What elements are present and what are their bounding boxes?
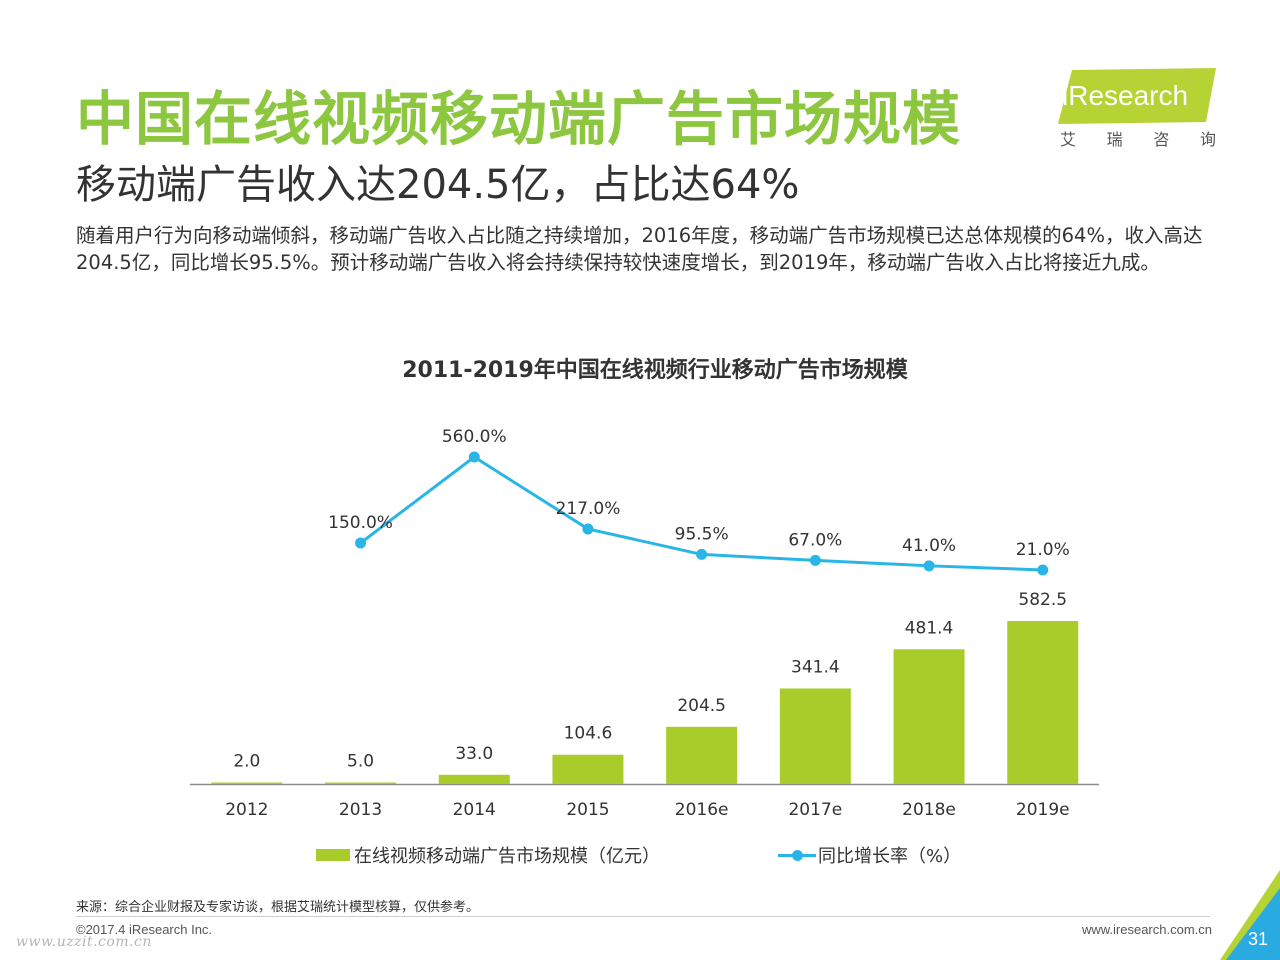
bar-label-2013: 5.0 xyxy=(347,752,374,772)
website-link[interactable]: www.iresearch.com.cn xyxy=(1081,922,1212,937)
legend-item-line: 同比增长率（%） xyxy=(778,842,961,868)
growth-label-2014: 560.0% xyxy=(442,427,507,447)
footer-divider xyxy=(76,916,1210,917)
logo-subtitle: 艾 瑞 咨 询 xyxy=(1060,126,1220,150)
bar-2012 xyxy=(211,782,283,784)
bar-label-2016e: 204.5 xyxy=(677,696,726,716)
x-tick-label-2015: 2015 xyxy=(566,800,609,820)
logo-char-3: 咨 xyxy=(1153,130,1170,149)
bar-2013 xyxy=(325,782,397,784)
x-tick-label-2014: 2014 xyxy=(453,800,496,820)
x-tick-label-2012: 2012 xyxy=(225,800,268,820)
corner-decoration xyxy=(1220,870,1280,960)
page-title: 中国在线视频移动端广告市场规模 xyxy=(76,85,962,153)
iresearch-logo: iResearch 艾 瑞 咨 询 xyxy=(1058,68,1218,150)
copyright-text: ©2017.4 iResearch Inc. xyxy=(76,922,213,937)
bar-2019e xyxy=(1007,621,1079,784)
logo-char-2: 瑞 xyxy=(1106,130,1123,149)
chart-title: 2011-2019年中国在线视频行业移动广告市场规模 xyxy=(402,358,908,383)
bar-label-2015: 104.6 xyxy=(564,724,613,744)
logo-char-1: 艾 xyxy=(1060,130,1077,149)
bar-label-2017e: 341.4 xyxy=(791,657,840,677)
bar-2015 xyxy=(552,754,624,784)
growth-point-2013 xyxy=(355,537,367,549)
x-tick-label-2019e: 2019e xyxy=(1016,800,1070,820)
bar-2018e xyxy=(893,649,965,784)
page-number: 31 xyxy=(1247,929,1268,949)
x-tick-label-2018e: 2018e xyxy=(902,800,956,820)
growth-point-2019e xyxy=(1037,564,1049,576)
legend-line-label: 同比增长率（%） xyxy=(818,846,962,867)
bar-2016e xyxy=(666,726,738,784)
bar-label-2019e: 582.5 xyxy=(1018,590,1067,610)
growth-label-2015: 217.0% xyxy=(556,499,621,519)
legend-item-bar: 在线视频移动端广告市场规模（亿元） xyxy=(316,842,660,868)
description-paragraph: 随着用户行为向移动端倾斜，移动端广告收入占比随之持续增加，2016年度，移动端广… xyxy=(76,224,1203,274)
growth-point-2015 xyxy=(582,523,594,535)
watermark: www.uzzit.com.cn xyxy=(16,934,152,950)
x-tick-label-2013: 2013 xyxy=(339,800,382,820)
page-subtitle: 移动端广告收入达204.5亿，占比达64% xyxy=(76,162,800,208)
legend-bar-label: 在线视频移动端广告市场规模（亿元） xyxy=(354,846,660,867)
growth-label-2016e: 95.5% xyxy=(675,524,729,544)
legend-bar-swatch xyxy=(316,849,350,861)
source-note: 来源：综合企业财报及专家访谈，根据艾瑞统计模型核算，仅供参考。 xyxy=(76,900,480,915)
bar-label-2012: 2.0 xyxy=(233,752,260,772)
logo-banner-shape xyxy=(1058,68,1216,124)
x-tick-label-2017e: 2017e xyxy=(788,800,842,820)
x-tick-label-2016e: 2016e xyxy=(675,800,729,820)
bar-label-2014: 33.0 xyxy=(455,744,493,764)
growth-point-2014 xyxy=(468,451,480,463)
bar-2017e xyxy=(779,688,851,784)
bar-2014 xyxy=(438,774,510,784)
growth-label-2019e: 21.0% xyxy=(1016,540,1070,560)
chart-legend: 在线视频移动端广告市场规模（亿元） 同比增长率（%） xyxy=(316,842,961,868)
logo-wordmark: iResearch xyxy=(1062,80,1189,111)
legend-line-swatch xyxy=(778,849,816,861)
growth-point-2018e xyxy=(923,560,935,572)
logo-char-4: 询 xyxy=(1199,130,1216,149)
growth-label-2018e: 41.0% xyxy=(902,536,956,556)
growth-label-2017e: 67.0% xyxy=(788,530,842,550)
growth-point-2017e xyxy=(809,554,821,566)
growth-label-2013: 150.0% xyxy=(328,513,393,533)
growth-point-2016e xyxy=(696,548,708,560)
bar-label-2018e: 481.4 xyxy=(905,618,954,638)
